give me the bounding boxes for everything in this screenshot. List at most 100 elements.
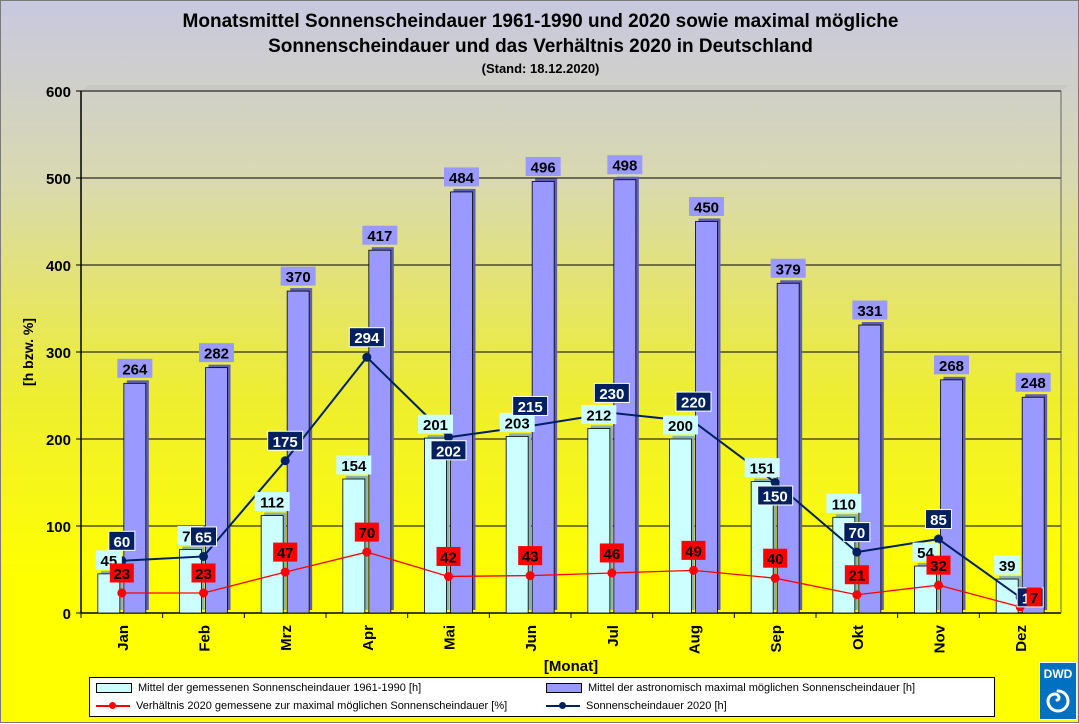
legend-swatch-red <box>96 701 130 711</box>
point-verhaeltnis-Feb <box>199 588 208 598</box>
chart-subtitle: (Stand: 18.12.2020) <box>481 61 600 76</box>
dwd-logo: DWD <box>1039 662 1077 720</box>
point-sonnenschein-2020-Feb <box>199 551 208 561</box>
label-max-Mrz: 370 <box>286 269 311 286</box>
legend-item-purple: Mittel der astronomisch maximal mögliche… <box>546 682 915 694</box>
label-sonnenschein-2020-Feb: 65 <box>195 529 212 546</box>
label-sonnenschein-2020-Sep-box <box>757 485 794 506</box>
x-tick-label-Jul: Jul <box>605 625 622 647</box>
chart-legend: Mittel der gemessenen Sonnenscheindauer … <box>89 677 995 717</box>
point-verhaeltnis-Sep <box>770 573 780 583</box>
label-max-Aug-box <box>689 197 724 216</box>
label-mittel-Aug-box <box>663 415 698 435</box>
label-mittel-Jul: 212 <box>586 408 611 425</box>
label-verhaeltnis-Nov: 32 <box>930 558 947 575</box>
bar-mittel-Nov <box>914 565 937 614</box>
label-sonnenschein-2020-Nov-box <box>925 509 952 530</box>
label-sonnenschein-2020-Okt-box <box>843 522 871 543</box>
label-max-Jan-box <box>117 358 153 378</box>
dwd-logo-text: DWD <box>1043 667 1073 681</box>
label-max-Nov-box <box>934 355 969 375</box>
label-max-Okt: 331 <box>857 303 882 320</box>
line-verhaeltnis <box>121 551 1021 608</box>
point-verhaeltnis-Jan <box>117 588 127 598</box>
label-max-Apr: 417 <box>367 228 392 245</box>
label-max-Jul-box <box>607 155 643 175</box>
x-tick-label-Feb: Feb <box>197 625 214 652</box>
point-sonnenschein-2020-Sep <box>770 478 780 487</box>
bar-mittel-Mrz <box>260 515 284 614</box>
label-verhaeltnis-Jul-box <box>599 543 624 563</box>
label-mittel-Apr: 154 <box>341 458 367 475</box>
label-max-Apr-box <box>362 225 398 245</box>
label-max-Okt-box <box>852 300 888 320</box>
legend-label-cyan: Mittel der gemessenen Sonnenscheindauer … <box>138 682 422 694</box>
label-verhaeltnis-Mrz-box <box>273 542 298 562</box>
bar-mittel-Aug <box>669 438 692 614</box>
label-sonnenschein-2020-Mrz: 175 <box>273 434 298 451</box>
point-sonnenschein-2020-Apr <box>362 352 372 362</box>
point-verhaeltnis-Jul <box>607 568 617 578</box>
label-mittel-Okt-box <box>826 493 862 513</box>
x-tick-label-Mai: Mai <box>442 625 459 650</box>
label-sonnenschein-2020-Nov: 85 <box>930 512 947 529</box>
bar-max-Nov <box>940 379 963 614</box>
label-sonnenschein-2020-Jan-box <box>108 530 136 551</box>
plot-top-wall <box>81 85 1069 91</box>
point-verhaeltnis-Apr <box>362 547 372 557</box>
point-verhaeltnis-Mai <box>444 571 453 581</box>
x-tick-label-Okt: Okt <box>850 625 867 650</box>
label-mittel-Jun: 203 <box>505 415 530 432</box>
x-axis-label: [Monat] <box>544 658 598 675</box>
label-verhaeltnis-Nov-box <box>926 555 951 575</box>
label-max-Mai-box <box>444 167 479 187</box>
bar-max-Mrz <box>286 290 310 614</box>
bar-max-Sep <box>776 282 800 614</box>
label-sonnenschein-2020-Apr: 294 <box>354 330 380 347</box>
label-verhaeltnis-Apr: 70 <box>358 525 375 542</box>
point-sonnenschein-2020-Mai <box>444 432 453 442</box>
label-max-Mrz-box <box>280 266 316 286</box>
label-verhaeltnis-Sep: 40 <box>767 551 784 568</box>
label-mittel-Apr-box <box>336 455 372 475</box>
label-verhaeltnis-Jul: 46 <box>603 546 620 563</box>
y-axis-label: [h bzw. %] <box>20 318 36 386</box>
bar-mittel-Mai <box>424 437 447 614</box>
point-sonnenschein-2020-Mrz <box>280 456 290 466</box>
y-tick-label-500: 500 <box>46 171 71 188</box>
bar-max-Jan <box>123 382 147 614</box>
bar-mittel-Sep <box>750 481 774 614</box>
label-verhaeltnis-Dez-box <box>1026 587 1042 607</box>
bar-mittel-Apr <box>342 478 366 614</box>
point-sonnenschein-2020-Okt <box>852 547 862 557</box>
y-tick-label-400: 400 <box>46 258 71 275</box>
label-max-Jan: 264 <box>122 361 148 378</box>
label-verhaeltnis-Jun-box <box>518 546 543 566</box>
label-verhaeltnis-Mrz: 47 <box>277 545 294 562</box>
label-sonnenschein-2020-Sep: 150 <box>763 489 788 506</box>
label-max-Sep-box <box>770 258 806 278</box>
label-verhaeltnis-Jun: 43 <box>522 549 539 566</box>
label-max-Jul: 498 <box>612 158 637 175</box>
y-tick-label-0: 0 <box>63 606 71 623</box>
label-max-Jun: 496 <box>531 159 556 176</box>
label-verhaeltnis-Feb-box <box>191 563 216 583</box>
legend-item-cyan: Mittel der gemessenen Sonnenscheindauer … <box>96 682 421 694</box>
label-mittel-Mai: 201 <box>423 417 448 434</box>
label-verhaeltnis-Jan: 23 <box>113 566 130 583</box>
label-verhaeltnis-Feb: 23 <box>195 566 212 583</box>
label-sonnenschein-2020-Feb-box <box>190 526 217 547</box>
label-sonnenschein-2020-Aug-box <box>675 391 712 412</box>
label-verhaeltnis-Mai-box <box>436 546 461 566</box>
label-verhaeltnis-Jan-box <box>109 563 134 583</box>
point-verhaeltnis-Okt <box>852 590 862 600</box>
label-sonnenschein-2020-Jun-box <box>512 395 549 416</box>
legend-item-red: Verhältnis 2020 gemessene zur maximal mö… <box>96 700 507 712</box>
label-sonnenschein-2020-Jun: 215 <box>518 399 543 416</box>
chart-title-line-2: Sonnenscheindauer und das Verhältnis 202… <box>268 36 813 57</box>
y-tick-label-600: 600 <box>46 84 71 101</box>
label-sonnenschein-2020-Jul-box <box>593 382 630 403</box>
y-tick-label-300: 300 <box>46 345 71 362</box>
label-mittel-Aug: 200 <box>668 418 693 435</box>
